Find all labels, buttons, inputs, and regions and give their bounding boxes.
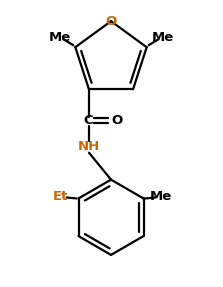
Text: NH: NH	[78, 140, 100, 153]
Text: C: C	[83, 115, 93, 127]
Text: O: O	[111, 115, 122, 127]
Text: Me: Me	[150, 190, 172, 203]
Text: Me: Me	[48, 31, 71, 44]
Text: Me: Me	[151, 31, 174, 44]
Text: Et: Et	[53, 190, 68, 203]
Text: O: O	[105, 15, 117, 28]
